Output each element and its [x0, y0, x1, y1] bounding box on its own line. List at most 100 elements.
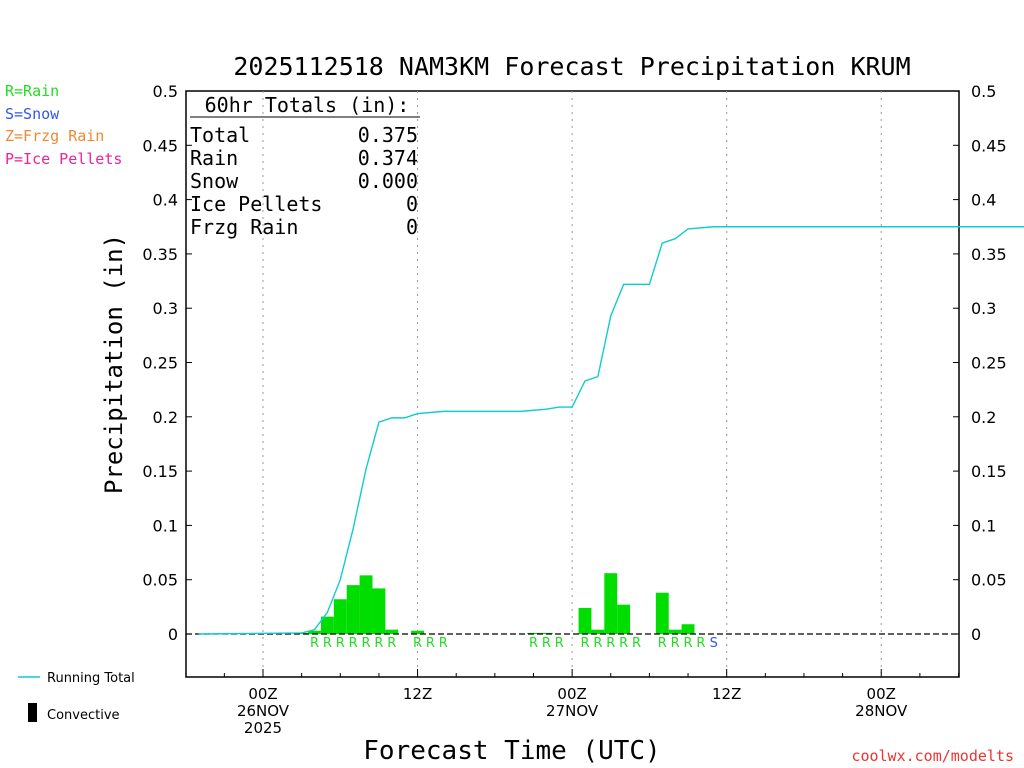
x-tick-label: 12Z	[712, 685, 741, 703]
precip-type-marker: R	[684, 636, 693, 651]
y-tick-label-left: 0.45	[142, 136, 178, 155]
precip-type-marker: R	[439, 636, 448, 651]
precip-bar	[655, 592, 669, 634]
precip-type-marker: R	[413, 636, 422, 651]
precip-bar	[359, 575, 373, 634]
y-tick-label-right: 0.4	[971, 191, 996, 210]
x-tick-label: 12Z	[403, 685, 432, 703]
totals-label-frzg-rain: Frzg Rain	[190, 215, 298, 239]
y-tick-label-left: 0.2	[153, 408, 178, 427]
precip-type-marker: R	[336, 636, 345, 651]
precip-bar	[591, 629, 605, 634]
running-total-legend-label: Running Total	[47, 671, 135, 686]
running-total-line	[198, 226, 1024, 635]
precip-type-marker: R	[426, 636, 435, 651]
precip-type-legend: R=Rain S=Snow Z=Frzg Rain P=Ice Pellets	[5, 82, 122, 168]
legend-snow: S=Snow	[5, 105, 60, 123]
axis-ticks: 0 00.05 0.050.1 0.10.15 0.150.2 0.20.25 0.250.…	[142, 82, 1006, 737]
y-tick-label-right: 0.2	[971, 408, 996, 427]
x-tick-label: 00Z	[557, 685, 586, 703]
y-tick-label-right: 0.25	[971, 354, 1007, 373]
y-tick-label-left: 0	[168, 625, 178, 644]
y-tick-label-left: 0.1	[153, 516, 178, 535]
precip-type-marker: R	[387, 636, 396, 651]
totals-value-ice-pellets: 0	[406, 192, 418, 216]
precip-type-marker: R	[542, 636, 551, 651]
y-tick-label-right: 0.45	[971, 136, 1007, 155]
totals-value-frzg-rain: 0	[406, 215, 418, 239]
y-tick-label-right: 0.5	[971, 82, 996, 101]
y-tick-label-left: 0.15	[142, 462, 178, 481]
x-tick-label: 00Z	[867, 685, 896, 703]
y-tick-label-right: 0.05	[971, 571, 1007, 590]
precip-type-marker: R	[310, 636, 319, 651]
totals-label-snow: Snow	[190, 169, 239, 193]
precip-bar	[604, 573, 618, 634]
totals-value-snow: 0.000	[358, 169, 418, 193]
legend-ice-pellets: P=Ice Pellets	[5, 150, 122, 168]
x-tick-label: 28NOV	[855, 702, 908, 720]
totals-label-ice-pellets: Ice Pellets	[190, 192, 322, 216]
precip-type-marker: R	[374, 636, 383, 651]
precip-type-marker: R	[619, 636, 628, 651]
legend-rain: R=Rain	[5, 82, 59, 100]
convective-legend-label: Convective	[47, 708, 120, 723]
x-tick-label: 27NOV	[546, 702, 599, 720]
precip-bars	[295, 573, 695, 634]
convective-legend-swatch	[28, 703, 37, 722]
precip-bar	[578, 607, 592, 634]
y-tick-label-left: 0.3	[153, 299, 178, 318]
precip-bar	[617, 604, 631, 634]
precip-type-marker: R	[632, 636, 641, 651]
precip-bar	[346, 585, 360, 634]
totals-value-rain: 0.374	[358, 146, 418, 170]
totals-label-rain: Rain	[190, 146, 238, 170]
totals-label-total: Total	[190, 123, 250, 147]
y-tick-label-right: 0.15	[971, 462, 1007, 481]
precip-type-marker: R	[349, 636, 358, 651]
y-tick-label-right: 0.1	[971, 516, 996, 535]
y-tick-label-left: 0.35	[142, 245, 178, 264]
precip-bar	[320, 616, 334, 634]
precip-type-marker: R	[658, 636, 667, 651]
y-tick-label-left: 0.05	[142, 571, 178, 590]
precip-type-marker: R	[580, 636, 589, 651]
totals-box: 60hr Totals (in): Total 0.375 Rain 0.374…	[190, 93, 420, 239]
x-tick-label: 2025	[244, 719, 282, 737]
y-tick-label-left: 0.25	[142, 354, 178, 373]
precip-type-marker: R	[362, 636, 371, 651]
precip-bar	[668, 629, 682, 634]
y-axis-label: Precipitation (in)	[100, 234, 128, 494]
y-tick-label-right: 0.35	[971, 245, 1007, 264]
y-tick-label-right: 0	[971, 625, 981, 644]
precip-bar	[411, 630, 424, 634]
precip-bar	[385, 629, 399, 634]
precip-type-marker: R	[671, 636, 680, 651]
precip-type-marker: R	[696, 636, 705, 651]
precip-type-marker: R	[529, 636, 538, 651]
precip-bar	[333, 599, 347, 634]
precip-type-marker: S	[710, 636, 718, 651]
x-tick-label: 00Z	[248, 685, 277, 703]
totals-header: 60hr Totals (in):	[205, 93, 410, 117]
y-tick-label-left: 0.4	[153, 191, 178, 210]
precip-type-marker: R	[555, 636, 564, 651]
precip-bar	[372, 588, 386, 634]
y-tick-label-right: 0.3	[971, 299, 996, 318]
precip-type-marker: R	[323, 636, 332, 651]
series-legend: Running Total Convective	[18, 671, 135, 723]
precip-bar	[308, 630, 321, 634]
y-tick-label-left: 0.5	[153, 82, 178, 101]
x-tick-label: 26NOV	[237, 702, 290, 720]
precip-type-marker: R	[593, 636, 602, 651]
credit-text: coolwx.com/modelts	[851, 747, 1014, 765]
totals-value-total: 0.375	[358, 123, 418, 147]
chart-title: 2025112518 NAM3KM Forecast Precipitation…	[233, 52, 910, 81]
precip-bar	[681, 624, 695, 634]
precip-type-marker: R	[606, 636, 615, 651]
x-axis-label: Forecast Time (UTC)	[363, 736, 660, 766]
legend-frzg-rain: Z=Frzg Rain	[5, 127, 104, 145]
